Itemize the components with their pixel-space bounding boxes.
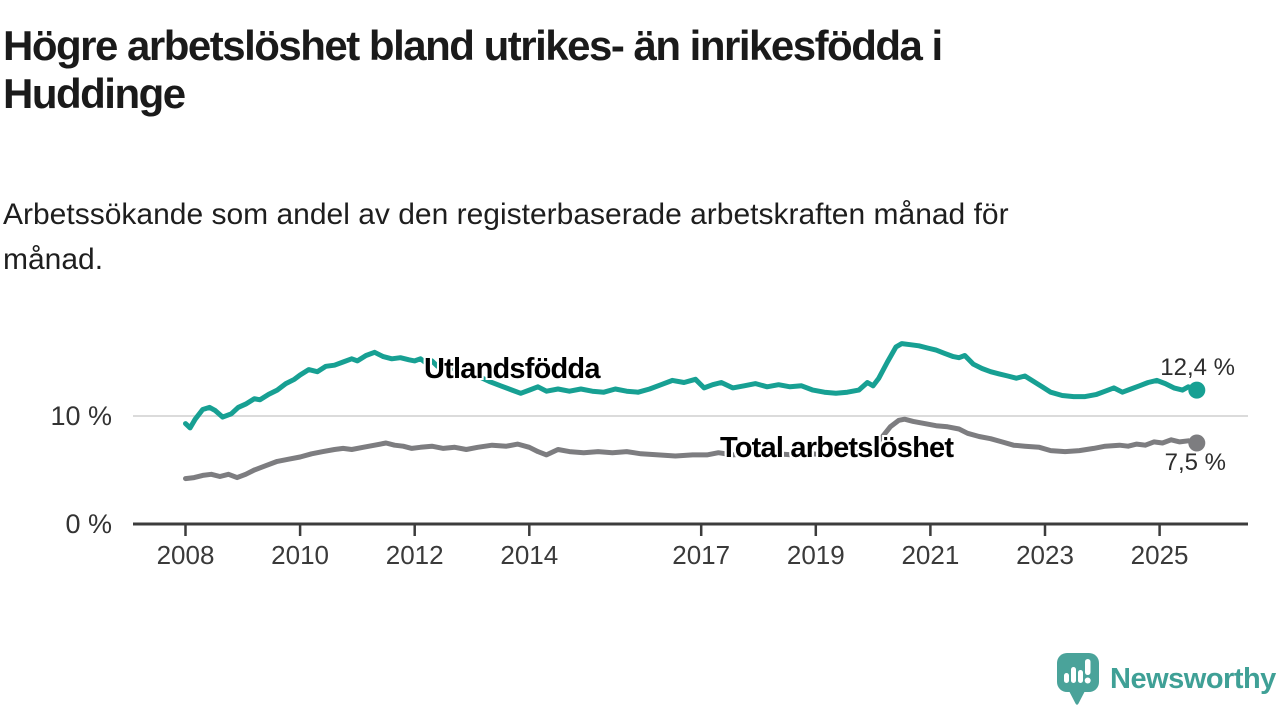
page-title-line1: Högre arbetslöshet bland utrikes- än inr…: [3, 22, 943, 69]
y-axis-label: 0 %: [65, 509, 112, 539]
chart-subtitle-line2: månad.: [3, 243, 104, 276]
series-label-utlandsfodda: Utlandsfödda: [424, 353, 600, 385]
x-axis-label: 2014: [500, 540, 559, 570]
series-label-total: Total arbetslöshet: [720, 432, 954, 464]
newsworthy-bubble-chart-icon: [1057, 653, 1099, 705]
end-value-label-utlandsfodda: 12,4 %: [1160, 354, 1235, 381]
page-title-line2: Huddinge: [3, 70, 186, 117]
series-endpoint-utlandsfodda: [1188, 381, 1206, 399]
x-axis-ticks: [184, 524, 1161, 536]
x-axis-label: 2017: [672, 540, 731, 570]
x-axis-label: 2012: [385, 540, 444, 570]
x-axis-label: 2025: [1130, 540, 1189, 570]
newsworthy-wordmark: Newsworthy: [1110, 662, 1276, 695]
newsworthy-logo[interactable]: Newsworthy: [1056, 652, 1276, 705]
series-line-total: [183, 416, 1200, 482]
x-axis-label: 2019: [786, 540, 845, 570]
series-endpoint-total: [1188, 434, 1206, 452]
x-axis-label: 2010: [271, 540, 330, 570]
x-axis-label: 2008: [156, 540, 215, 570]
x-axis-label: 2021: [901, 540, 960, 570]
chart-subtitle-line1: Arbetssökande som andel av den registerb…: [3, 198, 1009, 231]
y-axis-label: 10 %: [50, 401, 112, 431]
chart-subtitle: Arbetssökande som andel av den registerb…: [3, 192, 1009, 282]
end-value-label-total: 7,5 %: [1164, 449, 1226, 476]
series-line-utlandsfodda: [183, 341, 1200, 431]
page-title: Högre arbetslöshet bland utrikes- än inr…: [3, 22, 943, 118]
x-axis-label: 2023: [1016, 540, 1074, 570]
